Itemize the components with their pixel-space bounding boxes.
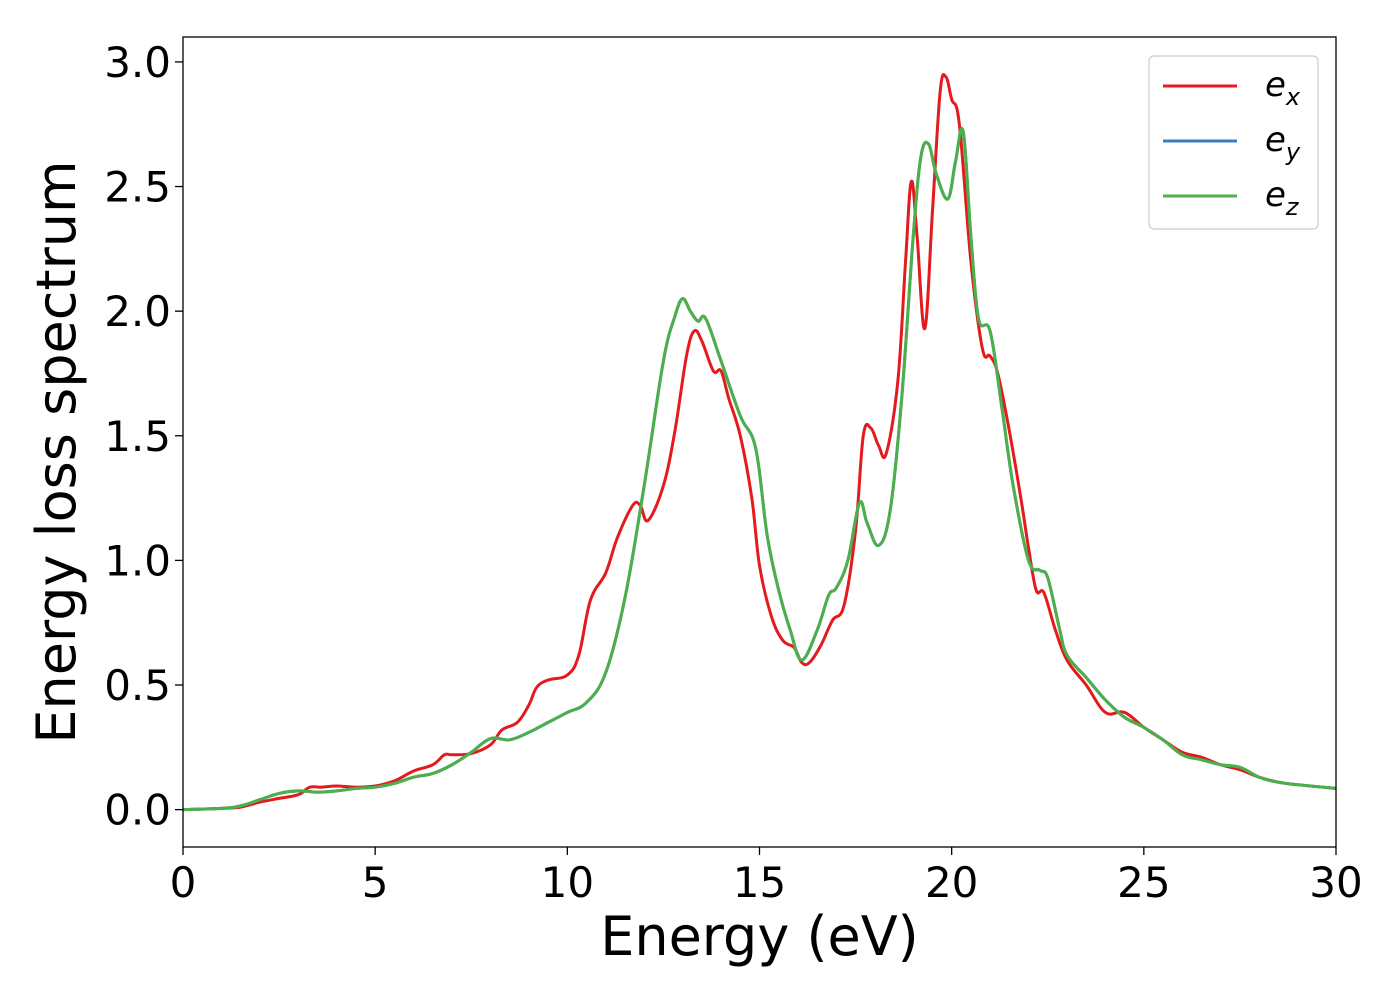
- y-tick-label: 1.5: [104, 412, 171, 461]
- x-tick-label: 5: [362, 858, 389, 907]
- y-tick-label: 3.0: [104, 38, 171, 87]
- series-line-x: [183, 73, 1336, 812]
- x-axis-ticks: 0 5 10 15 20 25 30: [170, 847, 1363, 907]
- y-tick-label: 1.0: [104, 536, 171, 585]
- y-tick-label: 2.5: [104, 163, 171, 212]
- x-tick-label: 15: [733, 858, 786, 907]
- y-tick-label: 2.0: [104, 287, 171, 336]
- legend-label-z: ez: [1265, 175, 1300, 221]
- series-line-z: [183, 127, 1336, 812]
- x-tick-label: 10: [541, 858, 594, 907]
- x-axis-label: Energy (eV): [600, 905, 919, 968]
- legend: ex ey ez: [1148, 55, 1319, 230]
- y-axis-ticks: 0.0 0.5 1.0 1.5 2.0 2.5 3.0: [104, 38, 183, 835]
- legend-label-x: ex: [1265, 65, 1301, 111]
- x-tick-label: 20: [925, 858, 978, 907]
- x-tick-label: 30: [1309, 858, 1362, 907]
- y-axis-label: Energy loss spectrum: [25, 160, 88, 743]
- x-tick-label: 0: [170, 858, 197, 907]
- legend-label-y: ey: [1265, 120, 1301, 166]
- x-tick-label: 25: [1117, 858, 1170, 907]
- y-tick-label: 0.0: [104, 786, 171, 835]
- series-layer: [183, 73, 1336, 812]
- y-tick-label: 0.5: [104, 661, 171, 710]
